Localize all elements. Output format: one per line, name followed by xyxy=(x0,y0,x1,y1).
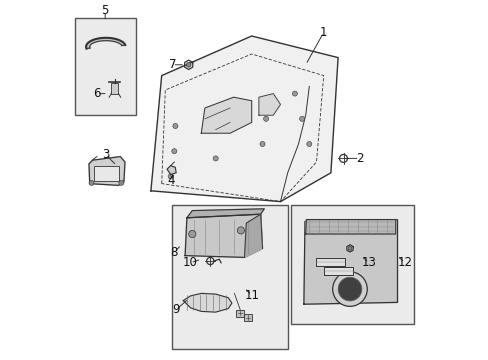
Circle shape xyxy=(306,141,311,147)
Polygon shape xyxy=(201,97,251,133)
Polygon shape xyxy=(305,220,395,234)
Circle shape xyxy=(237,227,244,234)
Text: 10: 10 xyxy=(183,256,198,269)
Polygon shape xyxy=(258,94,280,115)
Text: 9: 9 xyxy=(172,303,180,316)
Circle shape xyxy=(119,180,123,185)
Polygon shape xyxy=(186,209,264,218)
Bar xyxy=(244,314,252,321)
Polygon shape xyxy=(303,220,397,304)
Polygon shape xyxy=(185,214,262,257)
Text: 3: 3 xyxy=(102,148,109,161)
Text: 7: 7 xyxy=(168,58,176,71)
Text: 5: 5 xyxy=(102,4,109,17)
Circle shape xyxy=(260,141,264,147)
Polygon shape xyxy=(316,258,345,266)
Circle shape xyxy=(347,247,351,250)
Polygon shape xyxy=(323,267,352,275)
Circle shape xyxy=(188,230,196,238)
Polygon shape xyxy=(151,36,337,202)
Circle shape xyxy=(168,174,173,179)
Polygon shape xyxy=(89,157,125,185)
Text: 12: 12 xyxy=(396,256,411,269)
Circle shape xyxy=(299,116,304,121)
Text: 4: 4 xyxy=(166,174,174,186)
Circle shape xyxy=(186,63,191,67)
Bar xyxy=(94,166,119,181)
Text: 2: 2 xyxy=(355,152,363,165)
Circle shape xyxy=(263,116,268,121)
Circle shape xyxy=(213,156,218,161)
Circle shape xyxy=(172,123,178,129)
Bar xyxy=(172,205,287,349)
Bar xyxy=(235,310,244,317)
Circle shape xyxy=(89,180,94,185)
Polygon shape xyxy=(167,166,176,175)
Bar xyxy=(111,83,118,94)
Text: 6: 6 xyxy=(93,87,101,100)
Circle shape xyxy=(332,272,366,306)
Circle shape xyxy=(292,91,297,96)
Text: 1: 1 xyxy=(319,26,327,39)
Text: 8: 8 xyxy=(170,246,178,258)
Text: 13: 13 xyxy=(361,256,375,269)
Polygon shape xyxy=(86,38,125,49)
Text: 11: 11 xyxy=(244,289,259,302)
Bar xyxy=(75,18,136,115)
Circle shape xyxy=(171,149,177,154)
Polygon shape xyxy=(183,293,231,312)
Polygon shape xyxy=(244,214,262,257)
Bar xyxy=(291,205,413,324)
Circle shape xyxy=(337,277,361,301)
